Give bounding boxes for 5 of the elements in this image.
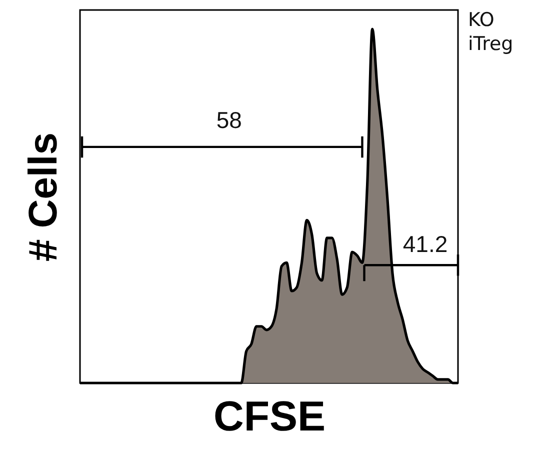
x-axis-title: CFSE	[213, 392, 326, 440]
text: KO iTreg	[468, 8, 514, 56]
annotation: 41.2	[402, 230, 448, 257]
y-axis-title: # Cells	[22, 132, 66, 262]
annotation: 58	[216, 107, 242, 134]
